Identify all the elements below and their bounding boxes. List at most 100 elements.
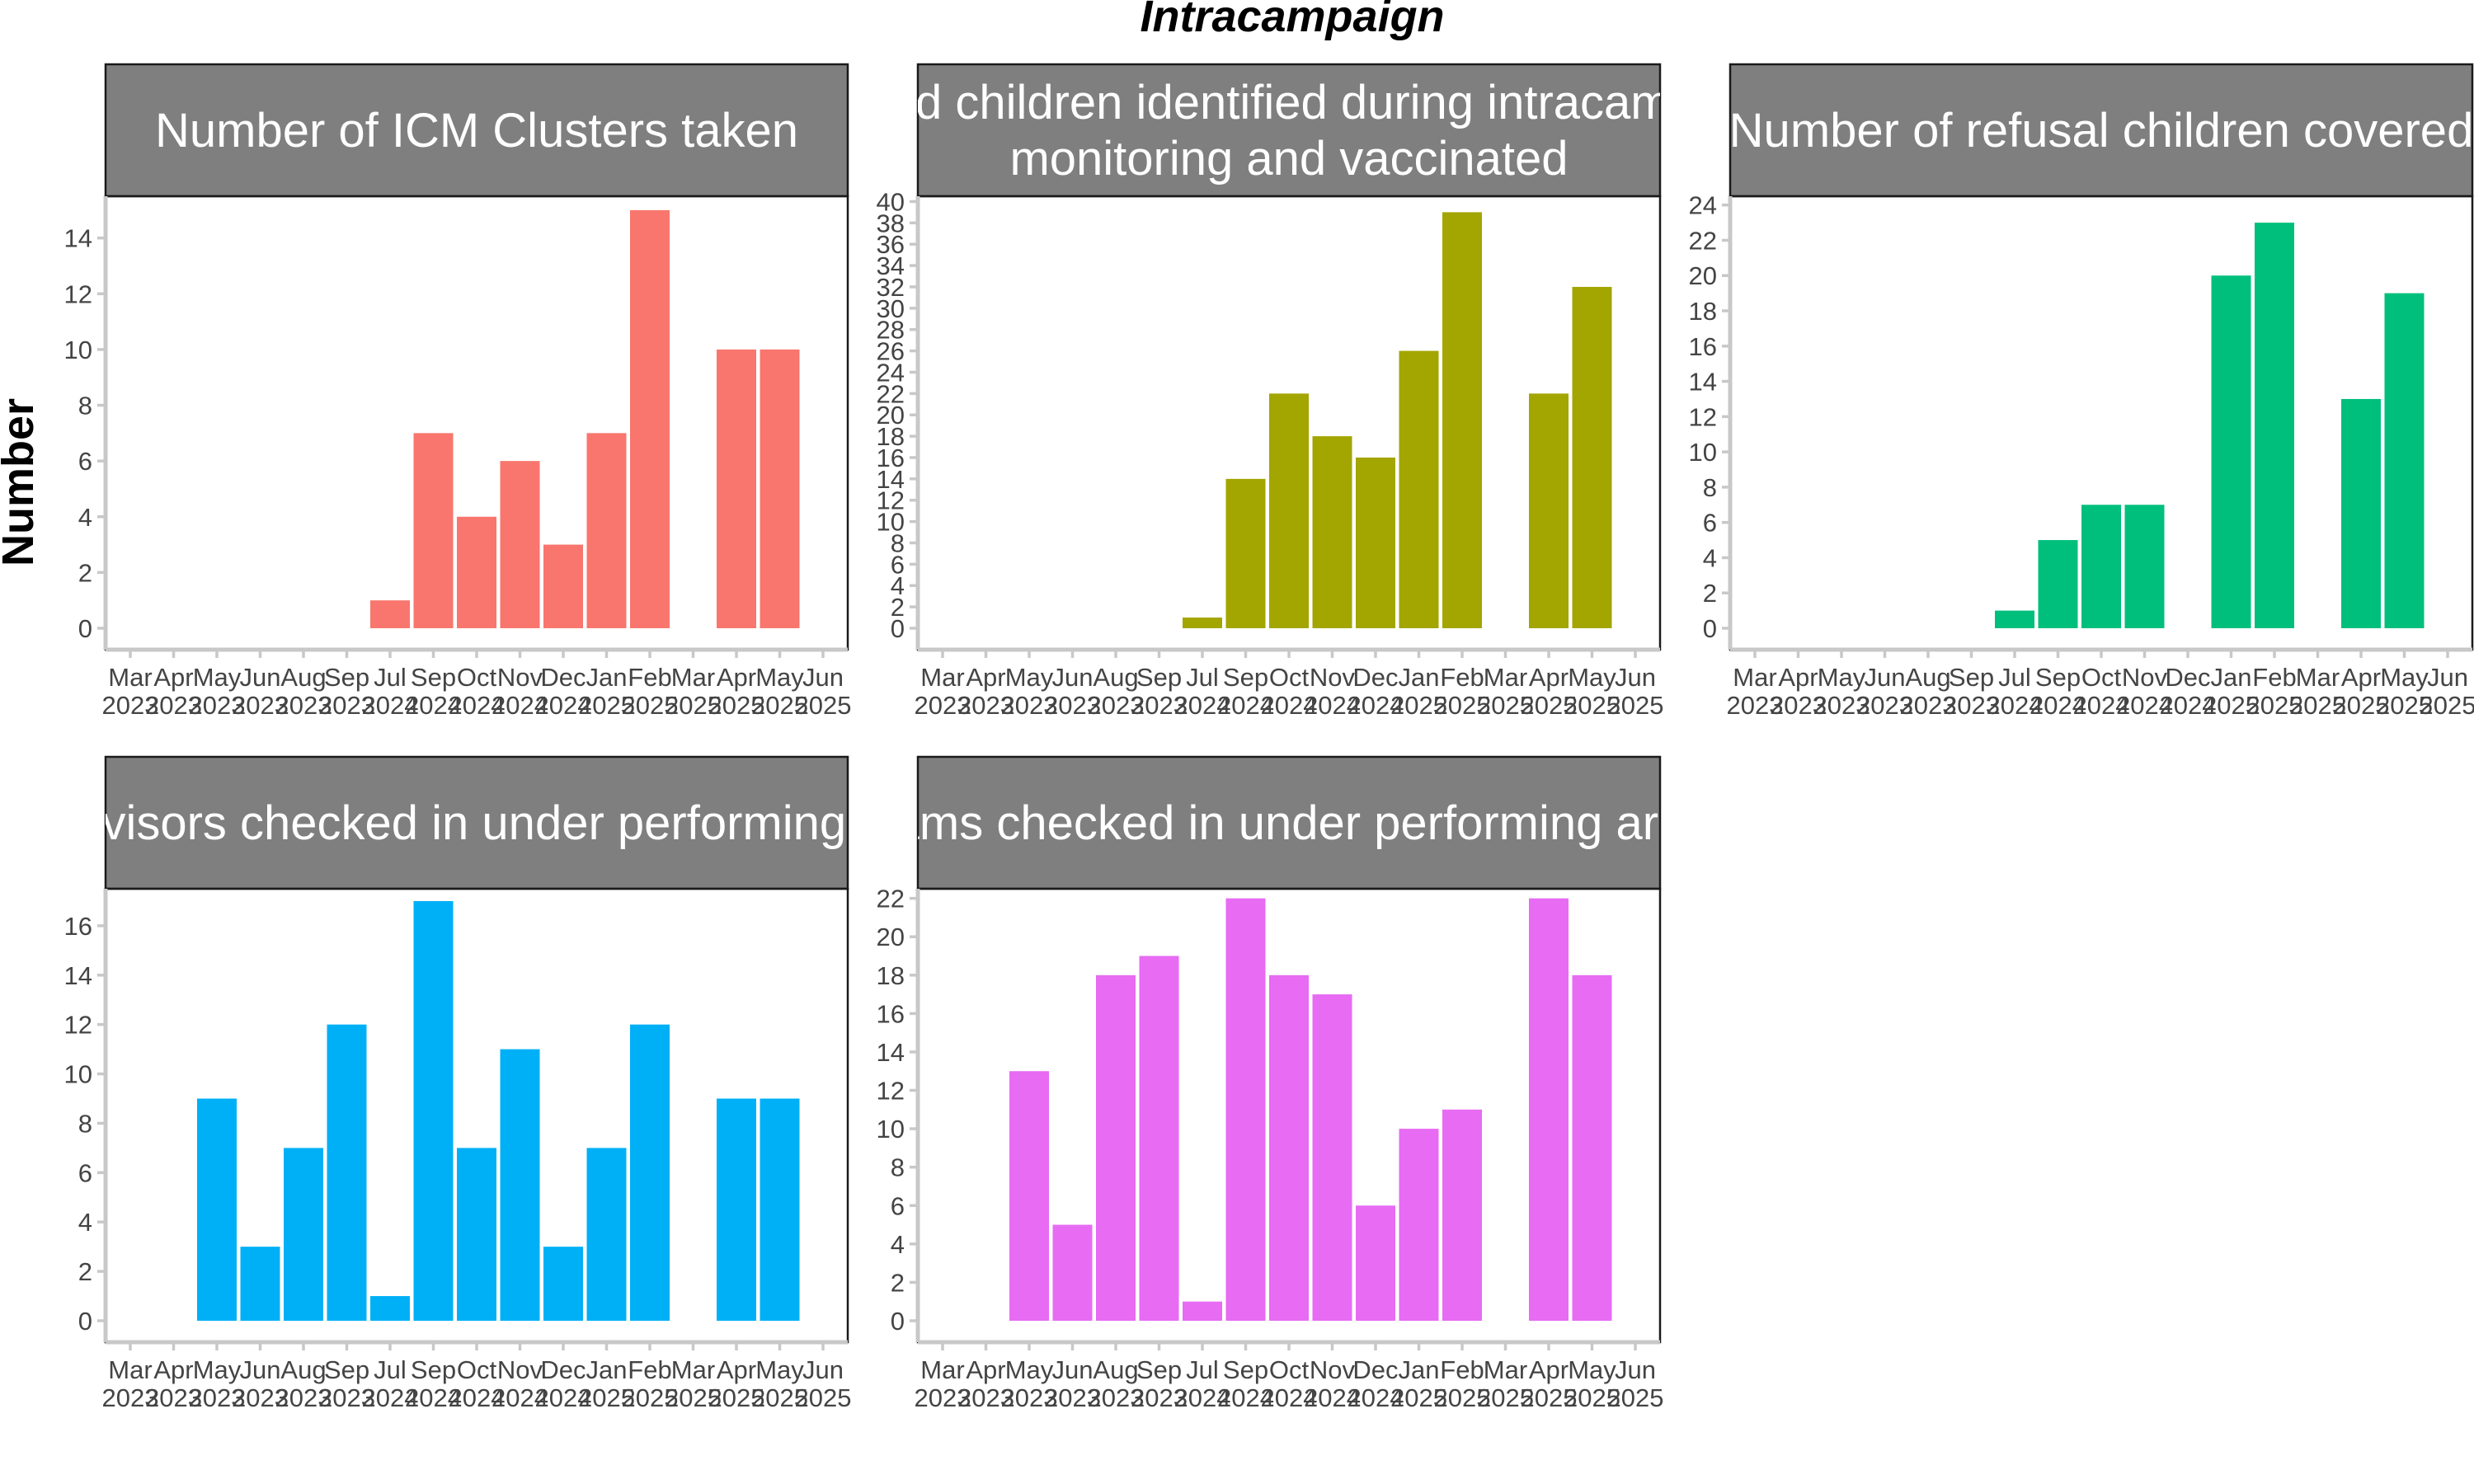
x-tick-label-month: Jan: [586, 1355, 628, 1384]
x-tick-label-month: Mar: [1484, 663, 1527, 692]
y-tick-label: 0: [78, 1307, 92, 1336]
bar: [457, 516, 496, 628]
x-tick-label-year: 2025: [1564, 691, 1620, 720]
bar: [1183, 618, 1222, 628]
x-tick-label-month: Sep: [1136, 663, 1182, 692]
x-tick-label-year: 2024: [1304, 1383, 1361, 1412]
y-tick-label: 22: [877, 885, 905, 913]
x-tick-label-month: Jul: [374, 663, 407, 692]
bar: [1399, 350, 1439, 628]
x-tick-label-month: Jun: [1615, 663, 1656, 692]
x-tick-label-year: 2024: [492, 1383, 548, 1412]
bar: [1529, 393, 1569, 628]
bar: [1312, 436, 1352, 628]
x-tick-label-year: 2023: [189, 691, 246, 720]
x-tick-label-year: 2025: [665, 1383, 722, 1412]
y-tick-label: 12: [877, 1077, 905, 1106]
x-tick-label-month: Mar: [2296, 663, 2340, 692]
y-tick-label: 36: [877, 230, 905, 259]
y-tick-label: 6: [1703, 509, 1717, 538]
y-tick-label: 18: [1689, 297, 1717, 326]
y-tick-label: 0: [78, 614, 92, 643]
x-tick-label-year: 2025: [578, 1383, 635, 1412]
bar: [1139, 956, 1179, 1321]
bar: [2124, 505, 2165, 628]
y-tick-label: 10: [877, 508, 905, 537]
x-tick-label-month: Feb: [628, 663, 671, 692]
panel-strip: [916, 63, 1662, 198]
x-tick-label-month: Apr: [966, 1355, 1005, 1384]
y-tick-label: 8: [78, 392, 92, 420]
y-tick-label: 4: [78, 503, 92, 532]
panel-5: Teams checked in under performing areas 0…: [842, 755, 1735, 1412]
x-tick-label-year: 2024: [2160, 691, 2217, 720]
x-tick-label-month: Jun: [802, 1355, 844, 1384]
x-tick-label-year: 2024: [535, 1383, 592, 1412]
y-tick-label: 14: [877, 1038, 905, 1067]
x-tick-label-year: 2023: [1001, 1383, 1058, 1412]
y-tick-label: 22: [877, 379, 905, 408]
panel-strip: [104, 755, 849, 890]
bar: [1225, 478, 1266, 628]
bar: [457, 1148, 496, 1321]
x-tick-label-month: Jan: [2211, 663, 2252, 692]
bar: [760, 349, 800, 628]
x-tick-label-year: 2024: [405, 1383, 462, 1412]
x-tick-label-year: 2023: [1813, 691, 1870, 720]
x-tick-label-year: 2025: [1390, 691, 1447, 720]
y-tick-label: 18: [877, 961, 905, 990]
x-tick-label-year: 2025: [578, 691, 635, 720]
x-tick-label-month: Feb: [1440, 663, 1484, 692]
panel-strip-title: Missed children identified during intrac…: [791, 76, 1788, 129]
x-tick-label-month: Jun: [2427, 663, 2468, 692]
y-tick-label: 14: [64, 961, 92, 990]
y-tick-label: 10: [64, 336, 92, 364]
x-tick-label-month: Aug: [280, 1355, 326, 1384]
y-tick-label: 24: [1689, 191, 1717, 220]
x-tick-label-year: 2023: [275, 1383, 332, 1412]
x-tick-label-year: 2023: [1856, 691, 1913, 720]
x-tick-label-year: 2025: [2246, 691, 2303, 720]
x-tick-label-year: 2023: [1131, 1383, 1188, 1412]
x-tick-label-year: 2023: [1044, 1383, 1101, 1412]
x-tick-label-year: 2024: [1217, 691, 1274, 720]
y-tick-label: 22: [1689, 226, 1717, 255]
x-tick-label-year: 2025: [2289, 691, 2346, 720]
bar: [2384, 293, 2425, 628]
y-tick-label: 4: [1703, 543, 1717, 572]
panel-strip-title: Teams checked in under performing areas: [842, 796, 1735, 850]
x-tick-label-month: Mar: [1484, 1355, 1527, 1384]
x-tick-label-year: 2024: [492, 691, 548, 720]
y-tick-label: 4: [891, 1230, 905, 1259]
x-tick-label-month: Nov: [1310, 1355, 1356, 1384]
y-tick-label: 14: [877, 465, 905, 494]
x-tick-label-year: 2024: [1304, 691, 1361, 720]
bar: [543, 544, 583, 628]
x-tick-label-month: Dec: [1352, 663, 1398, 692]
bar: [1572, 286, 1612, 628]
y-tick-label: 6: [891, 550, 905, 579]
x-tick-label-year: 2024: [2073, 691, 2130, 720]
bar: [630, 209, 670, 628]
x-tick-label-month: Jan: [1399, 1355, 1440, 1384]
bar: [1225, 898, 1266, 1321]
bar: [2081, 505, 2121, 628]
y-tick-label: 16: [877, 444, 905, 472]
x-tick-label-month: Nov: [1310, 663, 1356, 692]
x-tick-label-month: Feb: [1440, 1355, 1484, 1384]
y-tick-label: 26: [877, 337, 905, 366]
x-tick-label-month: Apr: [717, 663, 756, 692]
bar: [197, 1098, 237, 1321]
x-tick-label-year: 2023: [189, 1383, 246, 1412]
x-tick-label-month: Sep: [1136, 1355, 1182, 1384]
bar: [1312, 994, 1352, 1321]
y-tick-label: 0: [891, 1307, 905, 1336]
y-tick-label: 6: [891, 1191, 905, 1220]
x-tick-label-month: Apr: [717, 1355, 756, 1384]
y-tick-label: 10: [877, 1115, 905, 1144]
x-tick-label-month: May: [1818, 663, 1866, 692]
x-tick-label-month: Jun: [802, 663, 844, 692]
y-tick-label: 28: [877, 316, 905, 345]
chart-title: Intracampaign: [1140, 0, 1444, 41]
